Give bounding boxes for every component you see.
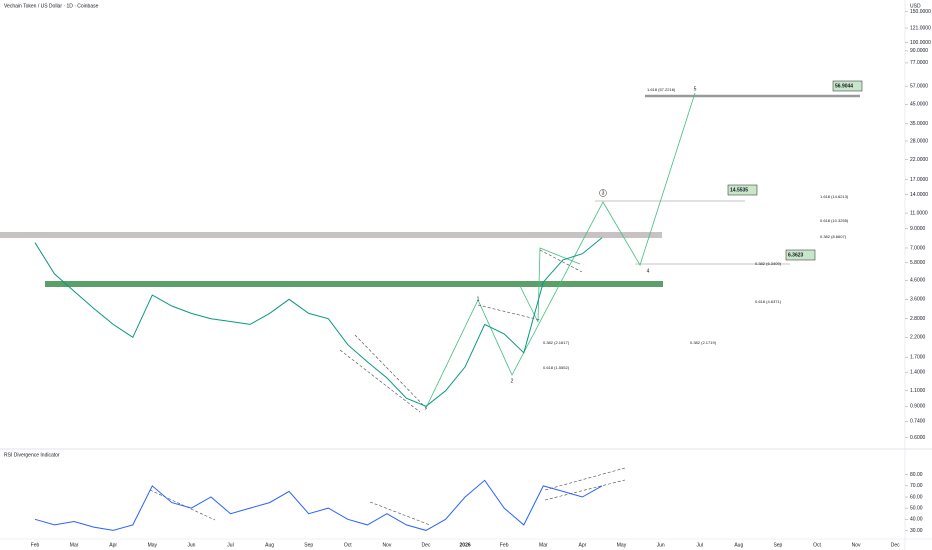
price-line [34,237,603,407]
x-tick-label: Apr [579,542,587,548]
y-tick-label: 4.6000 [910,278,926,284]
y-tick-label: 11.0000 [910,210,928,216]
wave-label: 5 [694,86,697,92]
x-tick-label: Oct [344,542,352,548]
x-tick-label: Sep [773,542,782,548]
x-tick-label: Apr [109,542,117,548]
fib-label: 0.618 (10.3255) [820,218,849,223]
y-tick-label: 0.7400 [910,419,926,425]
y-tick-label: 70.00 [910,483,923,489]
x-tick-label: Jul [227,542,233,548]
x-tick-label: Jun [187,542,195,548]
fib-label: 0.382 (6.3409) [755,261,782,266]
y-tick-label: 22.0000 [910,157,928,163]
x-tick-label: Nov [382,542,391,548]
currency-label: USD [910,3,921,9]
y-tick-label: 30.00 [910,528,923,534]
y-tick-label: 57.0000 [910,83,928,89]
fib-label: 1.618 (57.2216) [647,87,676,92]
y-tick-label: 60.00 [910,494,923,500]
x-tick-label: Dec [422,542,431,548]
y-tick-label: 77.0000 [910,60,928,66]
x-tick-label: Mar [70,542,79,548]
y-tick-label: 17.0000 [910,177,928,183]
wave-path [424,92,696,411]
y-tick-label: 9.0000 [910,226,926,232]
price-tag: 6.3623 [788,252,804,258]
y-tick-label: 45.0000 [910,102,928,108]
x-tick-label: Jul [696,542,702,548]
fib-label: 0.382 (2.1719) [690,340,717,345]
x-tick-label: Aug [265,542,274,548]
price-tag-box [785,249,816,261]
y-tick-label: 80.00 [910,472,923,478]
x-tick-label: Nov [852,542,861,548]
y-tick-label: 14.0000 [910,192,928,198]
y-tick-label: 121.0000 [910,25,931,31]
y-tick-label: 1.4000 [910,370,926,376]
y-tick-label: 40.00 [910,517,923,523]
x-tick-label: Feb [31,542,40,548]
x-tick-label: May [148,542,158,548]
support-zone [45,281,663,287]
chart-title: Vechain Token / US Dollar · 1D · Coinbas… [4,3,99,9]
trend-lines [149,249,626,526]
wave-path [519,247,581,323]
rsi-line [34,479,603,531]
y-tick-label: 90.0000 [910,48,928,54]
wave-label: 4 [647,268,650,274]
y-tick-label: 50.00 [910,505,923,511]
y-tick-label: 0.6000 [910,435,926,441]
x-tick-label: Jun [657,542,665,548]
wave-label: 2 [511,378,514,384]
indicator-title: RSI Divergence Indicator [4,452,60,458]
y-tick-label: 35.0000 [910,121,928,127]
y-tick-label: 2.2000 [910,335,926,341]
price-tag: 56.9044 [835,83,853,89]
y-tick-label: 7.0000 [910,245,926,251]
fib-label: 0.382 (8.6607) [820,234,847,239]
wave-label: 3 [602,190,605,196]
x-tick-label: Dec [891,542,900,548]
price-tag: 14.5535 [730,187,748,193]
wave-label: 1 [477,296,480,302]
x-tick-label: Mar [539,542,548,548]
y-tick-label: 1.7000 [910,355,926,361]
y-tick-label: 1.1000 [910,388,926,394]
price-tag-box [832,80,863,92]
y-tick-label: 5.8000 [910,260,926,266]
y-tick-label: 2.8000 [910,316,926,322]
y-tick-label: 28.0000 [910,138,928,144]
fib-label: 0.618 (4.6371) [755,299,782,304]
fib-label: 0.382 (2.1617) [543,340,570,345]
x-tick-label: Aug [734,542,743,548]
wave-circle [599,189,607,197]
fib-label: 0.618 (1.5552) [543,365,570,370]
y-tick-label: 0.9000 [910,404,926,410]
fib-label: 1.618 (14.6213) [820,194,849,199]
price-tag-box [727,184,758,196]
y-tick-label: 100.0000 [910,40,931,46]
x-tick-label: Sep [304,542,313,548]
x-tick-label: Feb [500,542,509,548]
x-tick-label: May [617,542,627,548]
y-tick-label: 150.0000 [910,9,931,15]
x-tick-label: Oct [813,542,821,548]
resistance-zone [0,232,662,238]
y-tick-label: 3.6000 [910,297,926,303]
x-tick-label: 2026 [460,542,471,548]
